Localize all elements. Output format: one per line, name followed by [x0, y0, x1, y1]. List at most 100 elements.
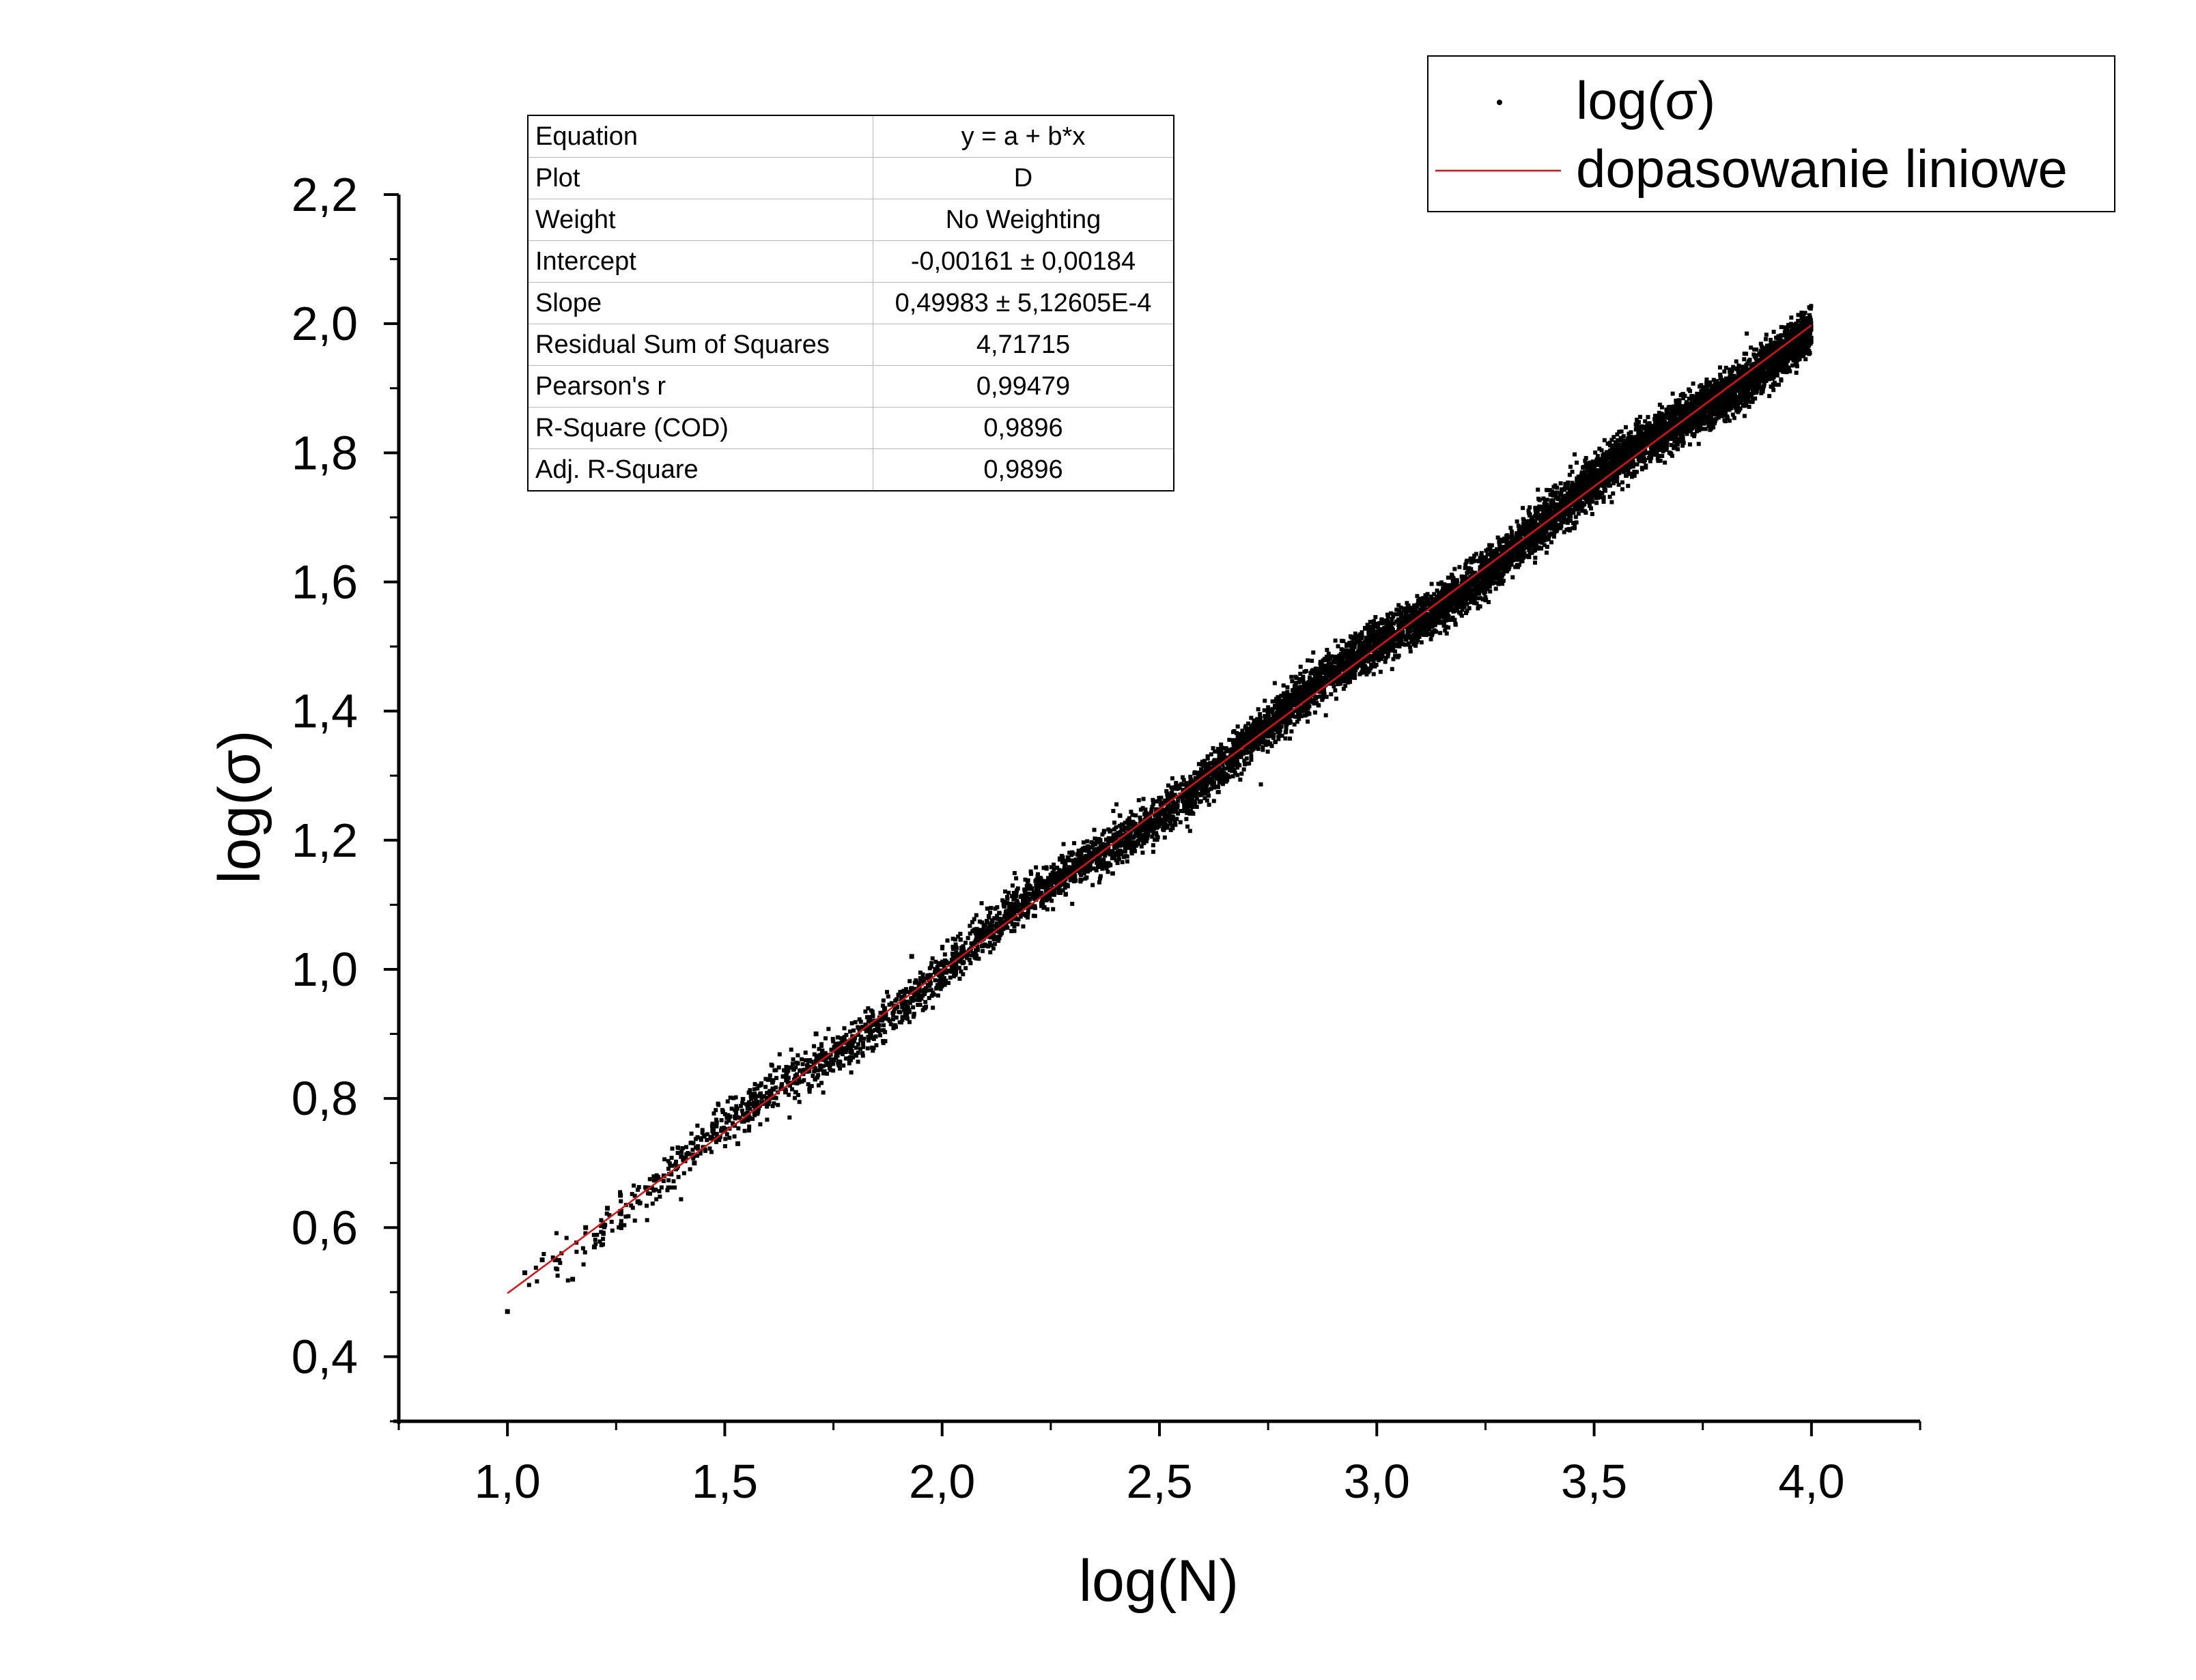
- data-point: [877, 1033, 882, 1038]
- data-point: [835, 1035, 840, 1040]
- data-point: [1719, 375, 1723, 380]
- data-point: [658, 1194, 662, 1199]
- data-point: [1803, 357, 1808, 362]
- data-point: [907, 1020, 912, 1025]
- data-point: [1602, 438, 1607, 442]
- data-point: [580, 1246, 585, 1251]
- data-point: [632, 1218, 637, 1223]
- data-point: [1097, 840, 1101, 844]
- data-point: [619, 1225, 623, 1230]
- data-point: [927, 995, 931, 1000]
- data-point: [974, 956, 979, 960]
- data-point: [1616, 438, 1620, 442]
- data-point: [985, 906, 989, 911]
- data-point: [1184, 781, 1189, 786]
- data-point: [1558, 481, 1563, 486]
- data-point: [1273, 739, 1278, 744]
- data-point: [973, 953, 978, 958]
- data-point: [1475, 596, 1480, 601]
- data-point: [709, 1150, 714, 1154]
- data-point: [1211, 746, 1215, 751]
- data-point: [1621, 434, 1626, 439]
- data-point: [1060, 857, 1065, 862]
- data-point: [1712, 421, 1717, 425]
- data-point: [1360, 630, 1364, 635]
- data-point: [1664, 410, 1669, 414]
- data-point: [1478, 596, 1483, 601]
- data-point: [1459, 613, 1464, 618]
- data-point: [987, 913, 991, 918]
- data-point: [1372, 619, 1377, 624]
- data-point: [1129, 810, 1134, 814]
- data-point: [1280, 694, 1284, 698]
- data-point: [1103, 861, 1108, 866]
- data-point: [944, 978, 948, 983]
- data-point: [1577, 492, 1581, 496]
- data-point: [836, 1063, 841, 1068]
- data-point: [940, 973, 945, 978]
- data-point: [581, 1262, 586, 1267]
- data-point: [695, 1123, 700, 1128]
- data-point: [746, 1102, 751, 1107]
- data-point: [921, 980, 926, 984]
- data-point: [1796, 345, 1801, 350]
- data-point: [831, 1039, 836, 1044]
- data-point: [1372, 653, 1377, 658]
- data-point: [1472, 601, 1477, 606]
- data-point: [1703, 427, 1708, 431]
- data-point: [1585, 464, 1590, 469]
- data-point: [1217, 780, 1222, 785]
- data-point: [1473, 570, 1478, 575]
- data-point: [1521, 506, 1525, 511]
- data-point: [1005, 901, 1010, 906]
- data-point: [847, 1029, 852, 1034]
- data-point: [1181, 778, 1186, 782]
- data-point: [1366, 626, 1370, 631]
- data-point: [1450, 615, 1455, 620]
- data-point: [552, 1257, 558, 1263]
- data-point: [1269, 721, 1273, 726]
- data-point: [1049, 865, 1054, 870]
- data-point: [756, 1109, 761, 1114]
- data-point: [909, 954, 914, 959]
- data-point: [1568, 464, 1573, 469]
- data-point: [732, 1134, 737, 1139]
- data-point: [1687, 442, 1692, 447]
- data-point: [1371, 659, 1376, 664]
- data-point: [618, 1193, 623, 1198]
- data-point: [1236, 732, 1241, 737]
- data-point: [1284, 726, 1289, 730]
- data-point: [843, 1056, 848, 1061]
- data-point: [1715, 388, 1720, 393]
- data-point: [1281, 683, 1286, 688]
- data-point: [998, 922, 1003, 926]
- data-point: [1699, 383, 1704, 388]
- data-point: [554, 1231, 559, 1236]
- data-point: [1489, 543, 1494, 547]
- data-point: [643, 1185, 648, 1190]
- data-point: [957, 976, 962, 981]
- data-point: [902, 993, 907, 998]
- data-point: [1336, 644, 1340, 649]
- data-point: [1483, 566, 1488, 571]
- data-point: [1184, 816, 1189, 821]
- data-point: [783, 1090, 789, 1095]
- data-point: [739, 1104, 744, 1109]
- data-point: [1609, 500, 1614, 504]
- data-point: [972, 917, 976, 922]
- data-point: [1550, 489, 1555, 494]
- data-point: [1452, 582, 1456, 586]
- data-point: [1663, 413, 1667, 418]
- data-point: [935, 993, 940, 998]
- data-point: [911, 1014, 916, 1019]
- data-point: [1308, 671, 1313, 676]
- data-point: [942, 952, 947, 957]
- data-point: [1052, 862, 1056, 867]
- data-point: [1793, 326, 1798, 330]
- data-point: [813, 1066, 818, 1071]
- data-point: [1632, 473, 1637, 478]
- data-point: [1788, 369, 1792, 373]
- data-point: [1179, 782, 1184, 786]
- data-point: [1596, 457, 1601, 461]
- data-point: [1384, 623, 1389, 628]
